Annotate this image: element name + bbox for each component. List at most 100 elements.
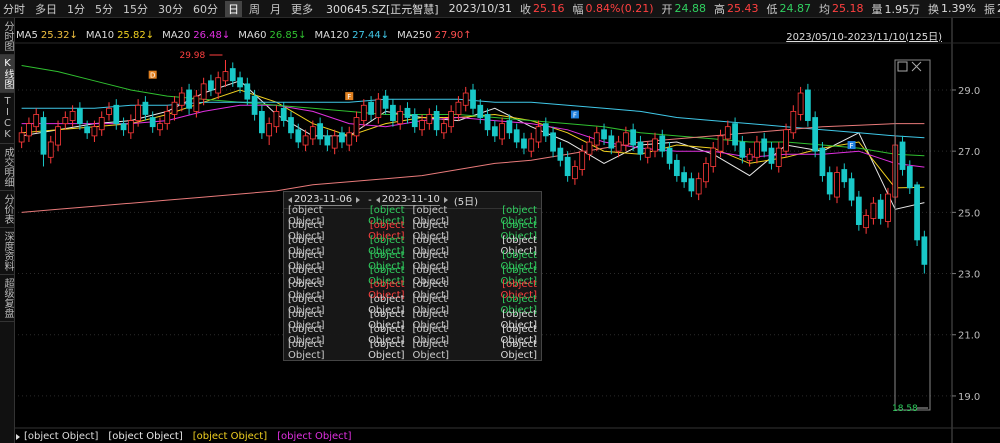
candle-body (302, 135, 309, 146)
side-tab[interactable]: K线图 (0, 55, 14, 93)
candle-body (754, 141, 760, 158)
side-tab[interactable]: TICK (0, 93, 14, 144)
stat-label: [object Object] (412, 308, 450, 331)
period-tab[interactable]: 周 (249, 2, 260, 16)
candle-body (441, 123, 447, 134)
event-marker-label: F (850, 142, 854, 150)
candle-body (797, 92, 804, 115)
side-tab[interactable]: 成交明细 (0, 144, 14, 191)
candle-body (513, 129, 520, 143)
candle-body (717, 135, 724, 152)
y-tick-label: 27.0 (958, 147, 980, 158)
candle-body (193, 95, 200, 112)
side-tab[interactable]: 分时图 (0, 18, 14, 55)
side-tab[interactable]: 深度资料 (0, 228, 14, 275)
candle-body (615, 141, 622, 152)
candle-body (673, 159, 680, 177)
candle-body (732, 123, 738, 146)
candle-body (106, 107, 112, 115)
next-arrow[interactable] (356, 197, 361, 203)
prev-arrow[interactable] (288, 197, 292, 203)
ma-value: 27.90↑ (434, 29, 472, 41)
stock-code: 300645.SZ[正元智慧] (326, 2, 439, 16)
period-tab[interactable]: 60分 (193, 2, 218, 16)
candle-body (724, 126, 731, 140)
info-value: 1.95万 (884, 2, 921, 16)
event-marker (847, 141, 856, 150)
vol-legend-item: [object Object] (24, 431, 99, 442)
period-tab[interactable]: 分时 (3, 2, 25, 16)
candle-body (244, 83, 251, 100)
candle-body (331, 135, 338, 149)
info-label: 开 (661, 2, 673, 16)
separator: - (368, 194, 372, 206)
ma-name: MA60 (238, 29, 267, 41)
stat-value: [object Object] (368, 323, 405, 346)
candle-body (426, 114, 433, 125)
period-tab[interactable]: 月 (270, 2, 281, 16)
candle-body (819, 147, 826, 177)
candle-body (783, 129, 789, 152)
next-arrow[interactable] (443, 197, 448, 203)
info-label: 振 (983, 2, 995, 16)
candle-body (157, 123, 163, 131)
candle-body (404, 107, 411, 118)
ma-line (21, 123, 925, 213)
candle-body (368, 101, 374, 115)
candle-body (390, 104, 396, 121)
period-tab[interactable]: 多日 (35, 2, 57, 16)
candle-body (710, 147, 717, 167)
period-tab[interactable]: 更多 (291, 2, 313, 16)
period-tab[interactable]: 1分 (67, 2, 85, 16)
end-date[interactable]: 2023-11-10 (381, 194, 440, 206)
candle-body (462, 92, 469, 106)
start-date[interactable]: 2023-11-06 (294, 194, 353, 206)
candle-body (848, 178, 855, 201)
event-marker (570, 110, 579, 119)
candle-body (768, 147, 775, 164)
stat-label: [object Object] (288, 205, 325, 228)
info-value: 25.18 (832, 2, 864, 15)
candle-body (863, 215, 869, 229)
stat-value: [object Object] (368, 338, 405, 361)
candle-body (572, 166, 578, 180)
day-count: (5日) (453, 196, 479, 208)
candle-body (542, 123, 549, 137)
candle-body (222, 71, 229, 82)
stats-row: [object Object] [object Object] [object Ob… (284, 309, 541, 331)
candle-body (746, 153, 753, 161)
candle-body (659, 135, 666, 152)
candle-body (26, 123, 32, 137)
candle-body (55, 126, 61, 146)
info-value: 24.88 (674, 2, 707, 15)
stat-label: [object Object] (288, 220, 325, 243)
candle-body (623, 132, 629, 146)
candle-body (688, 178, 695, 192)
candle-body (229, 68, 236, 82)
info-value: 25.43 (727, 2, 759, 15)
candle-body (353, 117, 360, 137)
prev-arrow[interactable] (375, 197, 380, 203)
candle-body (317, 123, 323, 140)
candle-body (491, 126, 498, 137)
candle-body (695, 178, 702, 195)
stat-label: [object Object] (288, 264, 325, 287)
period-tab[interactable]: 日 (225, 0, 242, 17)
event-marker-label: F (347, 93, 351, 101)
candle-body (419, 120, 425, 131)
stat-label: [object Object] (288, 308, 325, 331)
vol-marker (16, 433, 20, 440)
period-tab[interactable]: 30分 (158, 2, 183, 16)
side-tab[interactable]: 超级复盘 (0, 275, 14, 322)
date-range: 2023/05/10-2023/11/10(125日) (786, 31, 942, 43)
candle-body (812, 117, 819, 152)
stat-label: [object Object] (412, 264, 450, 287)
period-tab[interactable]: 5分 (95, 2, 113, 16)
stats-row: [object Object] [object Object] [object Ob… (284, 205, 541, 227)
side-tab[interactable]: 分价表 (0, 191, 14, 228)
stat-value: [object Object] (368, 279, 405, 302)
candle-body (215, 77, 222, 94)
ma-value: 25.32↓ (40, 29, 78, 41)
period-tab[interactable]: 15分 (123, 2, 148, 16)
